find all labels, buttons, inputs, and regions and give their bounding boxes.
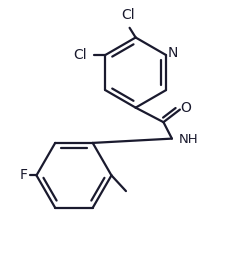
Text: N: N	[168, 46, 178, 60]
Text: Cl: Cl	[121, 8, 135, 22]
Text: Cl: Cl	[74, 48, 87, 62]
Text: F: F	[19, 168, 27, 182]
Text: NH: NH	[179, 133, 199, 146]
Text: O: O	[180, 101, 191, 115]
